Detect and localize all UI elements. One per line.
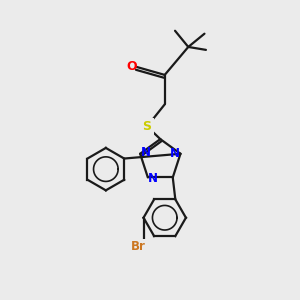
Text: N: N [140, 146, 150, 159]
Text: O: O [127, 60, 137, 73]
Text: N: N [148, 172, 158, 185]
Text: N: N [169, 147, 180, 160]
Text: S: S [142, 120, 152, 133]
Text: Br: Br [131, 240, 146, 253]
